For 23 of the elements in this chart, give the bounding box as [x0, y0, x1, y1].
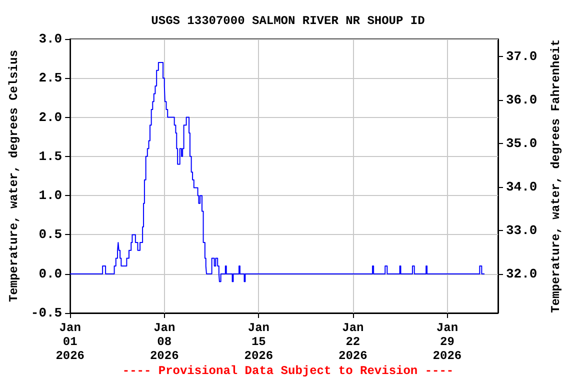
y-tick-label: 2.5: [38, 70, 62, 86]
y-tick-label: 0.0: [38, 266, 62, 282]
y2-axis-title: Temperature, water, degrees Fahrenheit: [549, 39, 563, 313]
y2-tick-label: 34.0: [506, 179, 538, 194]
y-tick-label: 2.0: [38, 110, 62, 125]
y-tick-label: 0.5: [38, 227, 62, 242]
y2-tick-label: 33.0: [506, 222, 538, 238]
y-tick-label: -0.5: [30, 306, 62, 320]
y-tick-label: 1.0: [38, 188, 62, 204]
x-tick-label: Jan 29 2026: [432, 321, 462, 363]
y2-tick-label: 32.0: [506, 266, 538, 282]
x-tick-label: Jan 15 2026: [244, 321, 274, 363]
y-tick-label: 3.0: [38, 32, 62, 46]
x-tick-label: Jan 22 2026: [338, 321, 368, 363]
x-tick-label: Jan 08 2026: [150, 321, 179, 363]
x-tick-label: Jan 01 2026: [56, 321, 85, 363]
y2-tick-label: 37.0: [506, 48, 538, 64]
chart-title: USGS 13307000 SALMON RIVER NR SHOUP ID: [151, 14, 425, 28]
text: ---- Provisional Data Subject to Revision ----: [122, 364, 454, 378]
y-tick-label: 1.5: [38, 148, 62, 164]
y-axis-title: Temperature, water, degrees Celsius: [7, 50, 21, 302]
y2-tick-label: 36.0: [506, 92, 538, 108]
y2-tick-label: 35.0: [506, 136, 538, 151]
